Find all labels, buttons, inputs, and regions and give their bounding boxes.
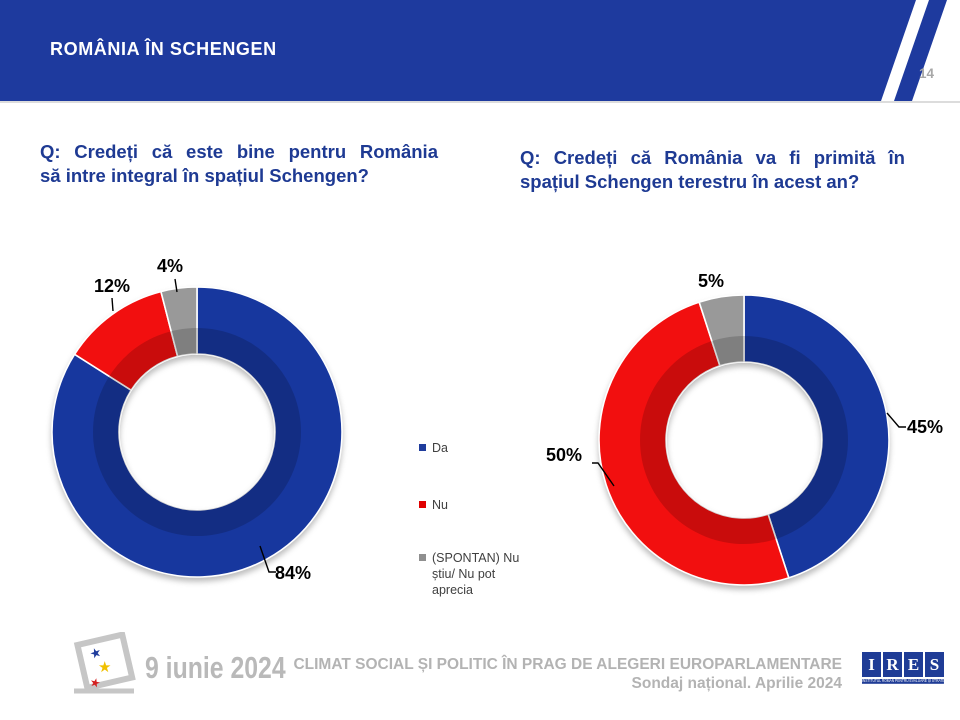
donut-chart-left <box>51 286 343 578</box>
header-diagonal-stripe <box>894 0 947 101</box>
ires-letter-tiles: I R E S <box>862 652 944 677</box>
question-left-line1: Q: Credeți că este bine pentru România <box>40 141 438 162</box>
ires-tagline: INSTITUTUL ROMÂN PENTRU EVALUARE ȘI STRA… <box>862 679 945 684</box>
donut-chart-right <box>598 294 890 586</box>
page-number: 14 <box>919 66 935 81</box>
footer-caption: CLIMAT SOCIAL ȘI POLITIC ÎN PRAG DE ALEG… <box>293 655 842 693</box>
ballot-star-red: ★ <box>88 675 102 691</box>
donut-segment-2 <box>159 286 198 358</box>
question-right-line1: Q: Credeți că România va fi primită în <box>520 147 905 168</box>
legend-label-nu-stiu: (SPONTAN) Nu știu/ Nu pot aprecia <box>432 551 520 597</box>
header-underline <box>0 101 960 103</box>
donut-inner-shadow <box>640 336 848 544</box>
data-label-left-4pct: 4% <box>157 256 184 276</box>
ires-tile-r: R <box>883 652 902 677</box>
ires-logo: I R E S INSTITUTUL ROMÂN PENTRU EVALUARE… <box>862 652 945 685</box>
ballot-box-icon: ★ ★ ★ <box>73 632 136 694</box>
donut-segment-0 <box>743 294 890 579</box>
donut-segment-1 <box>598 301 790 586</box>
donut-segment-0 <box>51 286 343 578</box>
header-shape <box>0 0 947 101</box>
footer-caption-line1: CLIMAT SOCIAL ȘI POLITIC ÎN PRAG DE ALEG… <box>293 656 842 673</box>
ballot-star-yellow: ★ <box>98 659 111 676</box>
header-bar: ROMÂNIA ÎN SCHENGEN 14 <box>0 0 960 106</box>
question-right-line2: spațiul Schengen terestru în acest an? <box>520 171 860 192</box>
data-label-left-84pct: 84% <box>275 563 312 583</box>
legend-label-nu: Nu <box>432 498 448 512</box>
legend-swatch-nu <box>419 501 426 508</box>
data-label-left-12pct: 12% <box>94 276 131 296</box>
donut-segment-2 <box>698 294 745 367</box>
legend-label-da: Da <box>432 441 448 455</box>
legend-swatch-nu-stiu <box>419 554 426 561</box>
footer-caption-line2: Sondaj național. Aprilie 2024 <box>631 675 842 692</box>
data-label-right-45pct: 45% <box>907 417 944 437</box>
legend-swatch-da <box>419 444 426 451</box>
ires-tile-s: S <box>925 652 944 677</box>
data-label-right-50pct: 50% <box>546 445 583 465</box>
header-band <box>0 0 916 101</box>
legend-item-da: Da <box>419 440 532 456</box>
question-left: Q: Credeți că este bine pentru România s… <box>40 140 438 188</box>
ires-tile-e: E <box>904 652 923 677</box>
question-right: Q: Credeți că România va fi primită în s… <box>520 146 905 194</box>
donut-inner-shadow <box>93 328 301 536</box>
data-label-right-5pct: 5% <box>698 271 725 291</box>
footer-date: 9 iunie 2024 <box>145 650 286 685</box>
ballot-box-outline <box>73 632 136 692</box>
ires-tile-i: I <box>862 652 881 677</box>
question-left-line2: să intre integral în spațiul Schengen? <box>40 165 369 186</box>
legend-item-nu-stiu: (SPONTAN) Nu știu/ Nu pot aprecia <box>419 550 532 598</box>
legend-item-nu: Nu <box>419 497 532 513</box>
ballot-star-blue: ★ <box>88 644 104 662</box>
page-title: ROMÂNIA ÎN SCHENGEN <box>50 39 277 59</box>
